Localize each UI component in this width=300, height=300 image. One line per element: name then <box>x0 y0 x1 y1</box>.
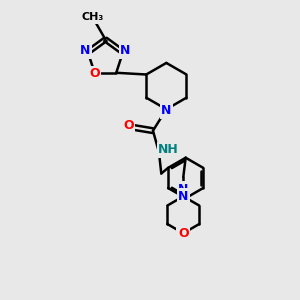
Text: N: N <box>80 44 91 57</box>
Text: O: O <box>123 119 134 132</box>
Text: CH₃: CH₃ <box>82 12 104 22</box>
Text: N: N <box>178 190 188 203</box>
Text: O: O <box>178 227 189 240</box>
Text: N: N <box>161 104 172 117</box>
Text: N: N <box>178 183 188 196</box>
Text: O: O <box>89 68 100 80</box>
Text: N: N <box>120 44 130 57</box>
Text: NH: NH <box>158 143 179 156</box>
